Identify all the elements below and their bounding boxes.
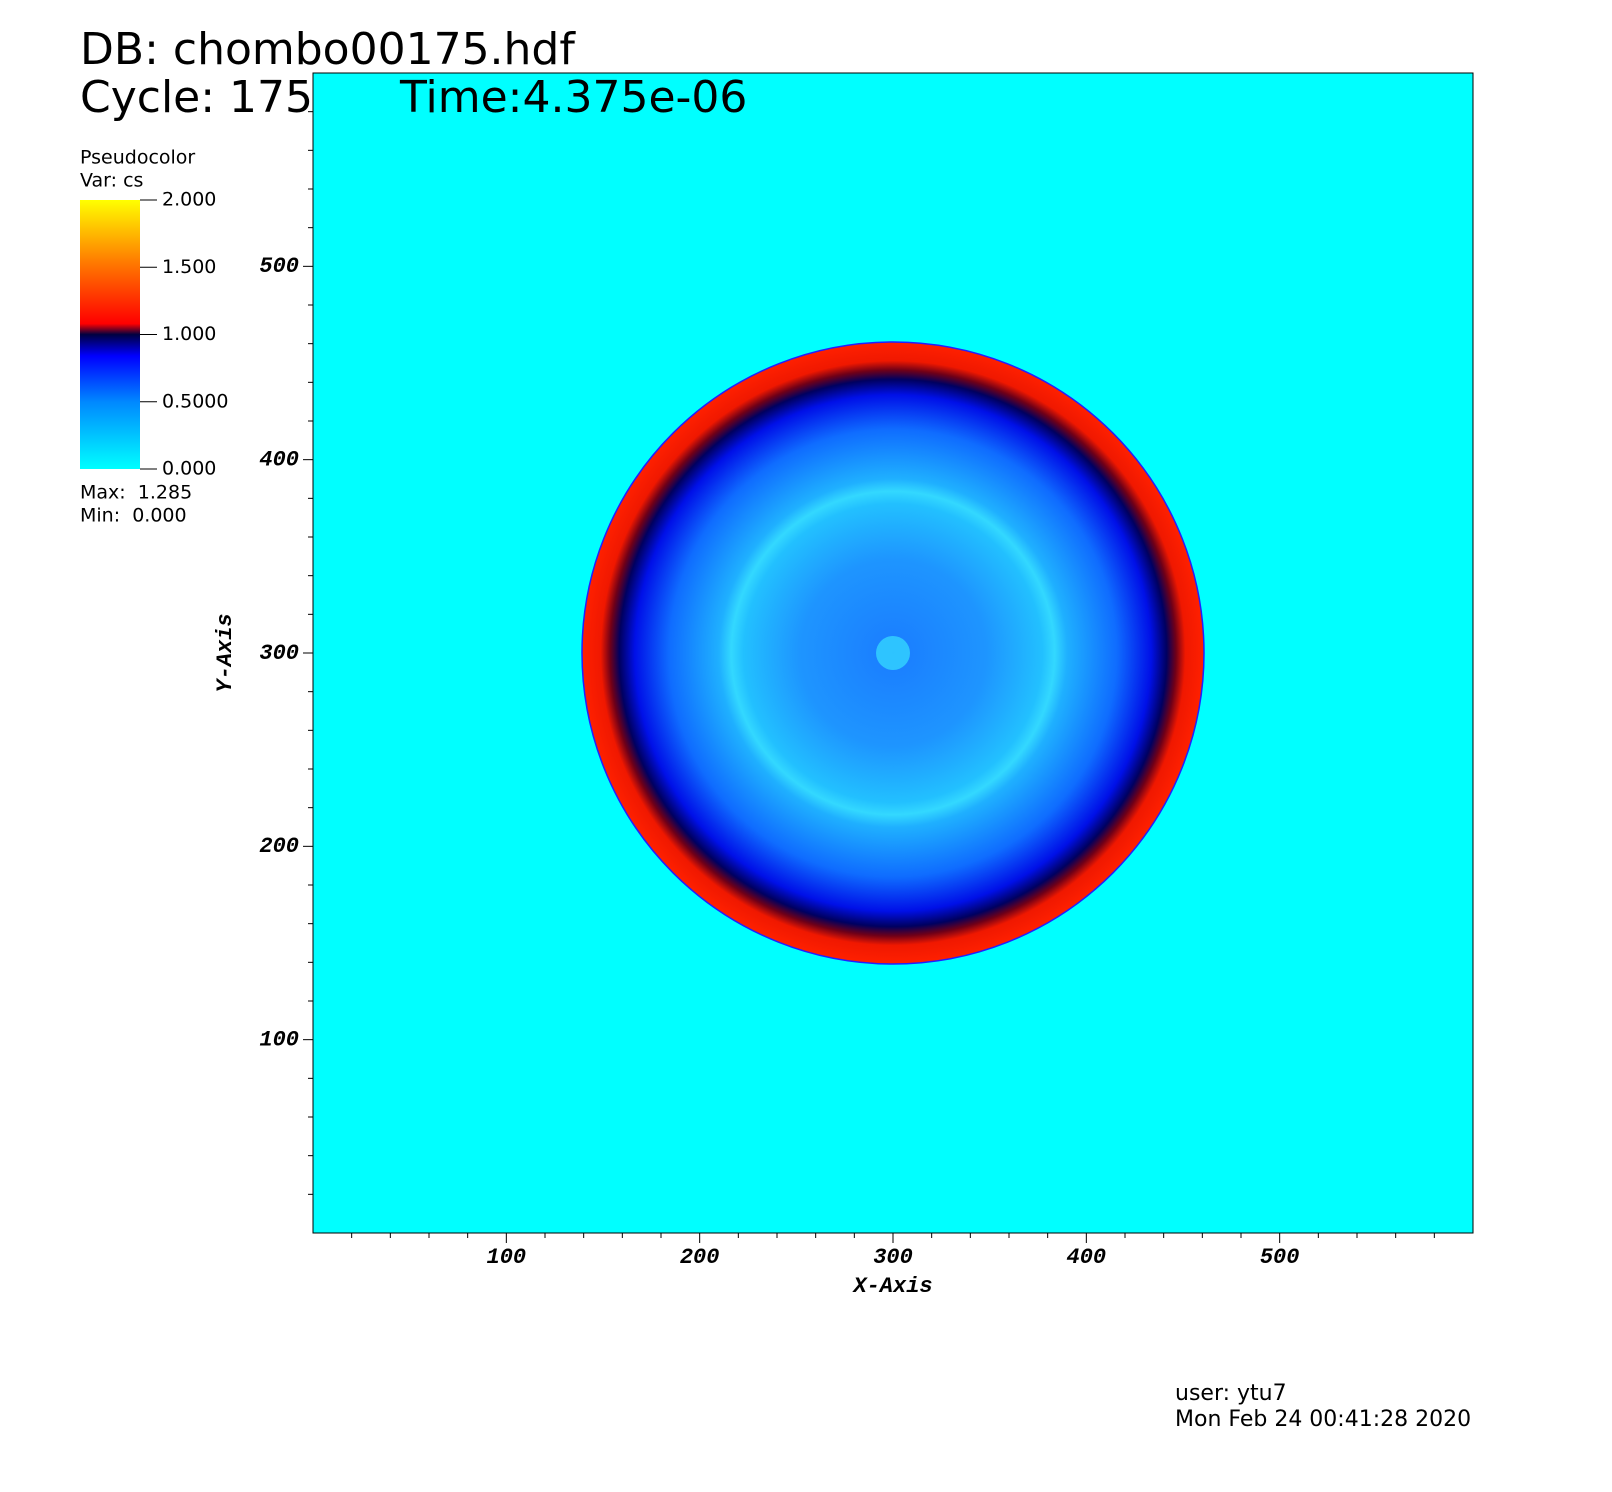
colorbar — [80, 200, 140, 469]
x-tick-label: 500 — [1260, 1245, 1300, 1270]
legend-plot: Pseudocolor — [80, 147, 195, 169]
x-tick-label: 200 — [680, 1245, 720, 1270]
colorbar-tick-label: 1.000 — [162, 323, 216, 345]
colorbar-tick-label: 1.500 — [162, 256, 216, 278]
colorbar-tick-label: 0.5000 — [162, 390, 228, 412]
legend-var: Var: cs — [80, 170, 143, 192]
user: user: ytu7 — [1175, 1381, 1287, 1406]
time: Time:4.375e-06 — [399, 72, 747, 123]
x-tick-label: 300 — [873, 1245, 913, 1270]
x-tick-label: 400 — [1067, 1245, 1107, 1270]
date: Mon Feb 24 00:41:28 2020 — [1175, 1407, 1471, 1432]
y-axis-title: Y-Axis — [213, 613, 238, 692]
colorbar-tick-label: 2.000 — [162, 189, 216, 211]
core — [876, 636, 910, 670]
y-tick-label: 100 — [259, 1027, 299, 1052]
y-tick-label: 200 — [259, 834, 299, 859]
cycle: Cycle: 175 — [80, 72, 313, 123]
x-axis-title: X-Axis — [851, 1274, 932, 1299]
colorbar-tick-label: 0.000 — [162, 458, 216, 480]
legend-max: Max: 1.285 — [80, 482, 192, 504]
y-tick-label: 400 — [259, 447, 299, 472]
x-tick-label: 100 — [487, 1245, 527, 1270]
legend-min: Min: 0.000 — [80, 505, 187, 527]
db-title: DB: chombo00175.hdf — [80, 24, 576, 75]
y-tick-label: 300 — [259, 641, 299, 666]
y-tick-label: 500 — [259, 254, 299, 279]
